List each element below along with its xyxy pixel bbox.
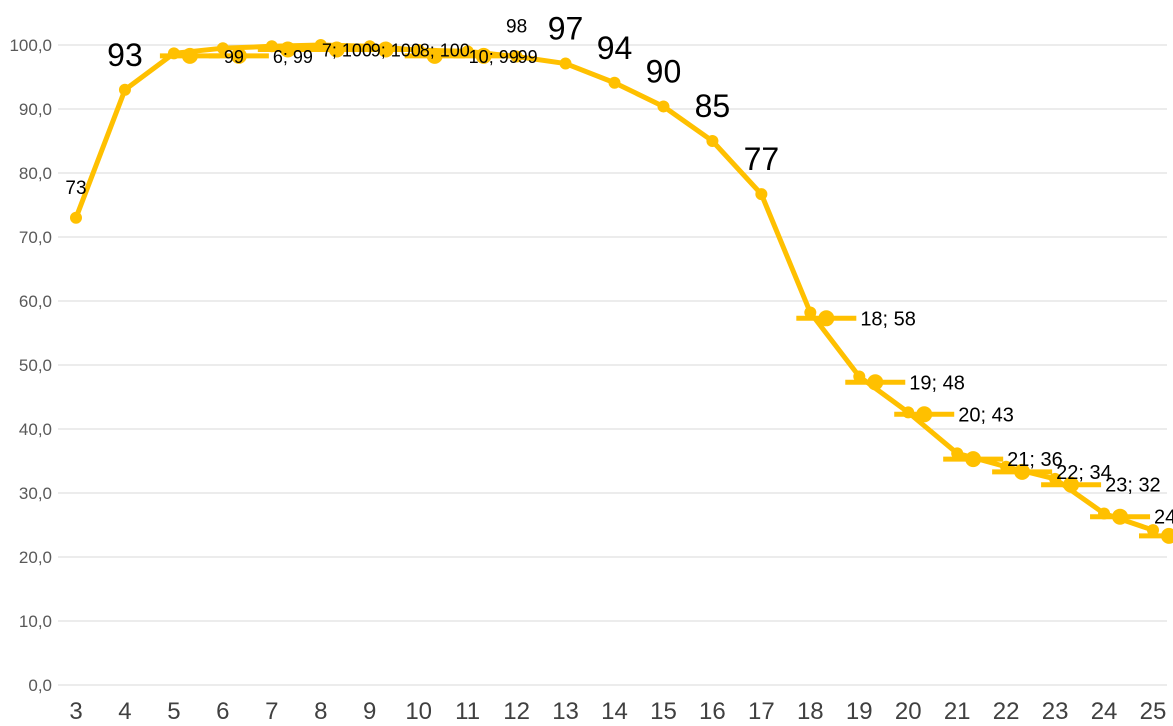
bracket-label: 18; 58	[860, 308, 916, 330]
x-tick-label: 24	[1091, 698, 1118, 725]
y-tick-label: 60,0	[19, 292, 52, 311]
y-axis-tick-labels: 0,0 10,0 20,0 30,0 40,0 50,0 60,0 70,0 80,0 90,0 1…	[9, 36, 52, 695]
x-tick-label: 6	[216, 698, 229, 725]
bracket-label: 22; 34	[1056, 462, 1112, 484]
error-bar-marker	[867, 374, 883, 390]
x-tick-label: 4	[118, 698, 131, 725]
bracket-label: 24; 27	[1154, 507, 1173, 529]
y-tick-label: 90,0	[19, 100, 52, 119]
x-tick-label: 10	[405, 698, 432, 725]
error-bar-marker	[1112, 509, 1128, 525]
data-point	[70, 212, 82, 224]
data-point	[706, 135, 718, 147]
x-tick-label: 8	[314, 698, 327, 725]
error-bar-marker	[916, 406, 932, 422]
y-tick-label: 0,0	[28, 676, 52, 695]
error-bar-marker	[1161, 528, 1173, 544]
bracket-label: 20; 43	[958, 404, 1014, 426]
x-tick-label: 12	[503, 698, 530, 725]
bracket-label: 99	[518, 47, 538, 67]
x-tick-label: 9	[363, 698, 376, 725]
error-bar-marker	[182, 48, 198, 64]
bracket-label: 9; 100	[371, 41, 421, 61]
x-tick-label: 13	[552, 698, 579, 725]
y-tick-label: 30,0	[19, 484, 52, 503]
data-label: 93	[107, 37, 143, 73]
x-tick-label: 23	[1042, 698, 1069, 725]
data-point	[755, 188, 767, 200]
x-tick-label: 22	[993, 698, 1020, 725]
error-bar-marker	[818, 310, 834, 326]
data-label: 94	[597, 30, 633, 66]
x-axis-tick-labels: 3 4 5 6 7 8 9 10 11 12 13 14 15 16 17 18 19 20 21 22 23 24 25	[69, 698, 1166, 725]
data-point	[657, 100, 669, 112]
x-tick-label: 16	[699, 698, 726, 725]
gridlines	[58, 45, 1167, 685]
x-tick-label: 5	[167, 698, 180, 725]
data-label: 73	[65, 178, 86, 199]
x-tick-label: 14	[601, 698, 628, 725]
data-point	[560, 58, 572, 70]
bracket-label: 6; 99	[273, 47, 313, 67]
x-tick-label: 7	[265, 698, 278, 725]
bracket-label: 19; 48	[909, 372, 965, 394]
y-tick-label: 70,0	[19, 228, 52, 247]
data-label: 77	[744, 141, 780, 177]
x-tick-label: 25	[1140, 698, 1167, 725]
data-label: 97	[548, 11, 584, 47]
bracket-label: 21; 36	[1007, 449, 1063, 471]
data-point	[609, 77, 621, 89]
x-tick-label: 18	[797, 698, 824, 725]
data-point	[119, 84, 131, 96]
y-tick-label: 20,0	[19, 548, 52, 567]
x-tick-label: 19	[846, 698, 873, 725]
data-label: 98	[506, 17, 527, 38]
x-tick-label: 17	[748, 698, 775, 725]
y-tick-label: 80,0	[19, 164, 52, 183]
bracket-label: 10; 99	[469, 47, 519, 67]
x-tick-label: 21	[944, 698, 971, 725]
y-tick-label: 40,0	[19, 420, 52, 439]
data-label: 85	[695, 88, 731, 124]
bracket-label: 8; 100	[420, 41, 470, 61]
y-tick-label: 50,0	[19, 356, 52, 375]
bracket-label: 7; 100	[322, 41, 372, 61]
data-label: 90	[646, 53, 682, 89]
y-tick-label: 10,0	[19, 612, 52, 631]
bracket-label: 23; 32	[1105, 475, 1161, 497]
x-tick-label: 20	[895, 698, 922, 725]
x-tick-label: 11	[455, 698, 480, 725]
x-tick-label: 3	[69, 698, 82, 725]
y-tick-label: 100,0	[9, 36, 52, 55]
x-tick-label: 15	[650, 698, 677, 725]
bracket-label: 99	[224, 47, 244, 67]
error-bar-marker	[965, 451, 981, 467]
